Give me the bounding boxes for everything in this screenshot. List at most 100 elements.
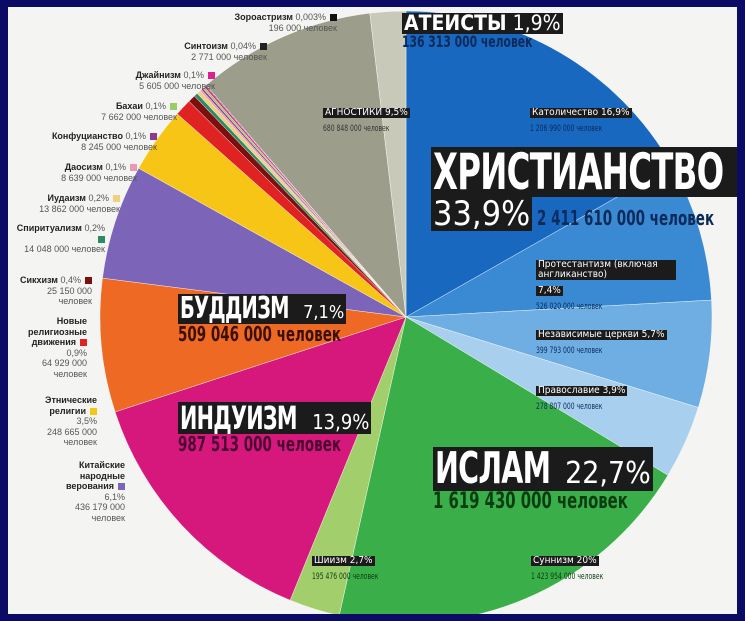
legend-bahai: Бахаи 0,1% 7 662 000 человек — [101, 101, 177, 122]
legend-name: Бахаи — [115, 101, 143, 111]
legend-name: Этнические религии — [45, 395, 97, 416]
legend-swatch — [170, 103, 177, 111]
legend-pct: 3,5% — [76, 416, 97, 426]
pie-chart — [99, 10, 713, 614]
sunnism-people: 1 423 954 000 человек — [531, 572, 604, 582]
infographic-frame: Зороастризм 0,003% 196 000 человек Синтои… — [8, 7, 737, 614]
buddhism-people: 509 046 000 человек — [178, 322, 342, 346]
agnostics-people: 680 848 000 человек — [323, 124, 390, 134]
legend-pct: 0,1% — [183, 70, 204, 80]
legend-swatch — [113, 195, 120, 203]
label-shiism: Шиизм 2,7% 195 476 000 человек — [312, 550, 401, 582]
orthodoxy-pct: 3,9% — [602, 385, 626, 396]
buddhism-pct: 7,1% — [303, 302, 345, 323]
pie-slice-индуизм — [114, 316, 407, 601]
legend-daoism: Даосизм 0,1% 8 639 000 человек — [61, 162, 137, 183]
legend-people: 8 639 000 человек — [61, 172, 137, 183]
atheists-people: 136 313 000 человек — [402, 32, 533, 51]
label-independent-churches: Независимые церкви 5,7% 399 793 000 челов… — [536, 324, 667, 356]
label-agnostics: АГНОСТИКИ 9,5% 680 848 000 человек — [323, 102, 412, 134]
legend-people: 5 605 000 человек — [139, 80, 215, 91]
legend-new-religious: Новые религиозные движения 0,9% 64 929 000… — [12, 316, 87, 379]
legend-pct: 0,1% — [125, 131, 146, 141]
catholicism-people: 1 206 990 000 человек — [530, 124, 603, 134]
legend-name: Джайнизм — [135, 70, 181, 80]
legend-pct: 0,003% — [295, 12, 326, 22]
legend-people: 7 662 000 человек — [101, 111, 177, 122]
legend-swatch — [85, 277, 92, 285]
label-buddhism: БУДДИЗМ 7,1% 509 046 000 человек — [178, 294, 395, 344]
legend-swatch — [130, 164, 137, 172]
sunnism-pct: 20% — [576, 555, 597, 566]
buddhism-name: БУДДИЗМ — [180, 291, 290, 326]
legend-people: 436 179 000 человек — [74, 502, 125, 523]
legend-swatch — [150, 133, 157, 141]
sunnism-name: Суннизм — [533, 555, 574, 566]
legend-people: 196 000 человек — [268, 22, 337, 33]
atheists-pct: 1,9% — [512, 11, 561, 35]
christianity-name: ХРИСТИАНСТВО — [433, 143, 724, 201]
legend-pct: 0,2% — [84, 223, 105, 233]
legend-pct: 0,04% — [230, 41, 256, 51]
legend-ethnic: Этнические религии 3,5% 248 665 000 челове… — [12, 395, 97, 448]
label-catholicism: Католичество 16,9% 1 206 990 000 человек — [530, 102, 632, 134]
label-protestantism: Протестантизм (включая англиканство) 7,4… — [536, 260, 676, 312]
label-atheists: АТЕИСТЫ 1,9% 136 313 000 человек — [402, 13, 576, 50]
legend-people: 25 150 000 человек — [46, 285, 92, 307]
hinduism-people: 987 513 000 человек — [178, 432, 342, 456]
legend-people: 14 048 000 человек — [24, 244, 105, 254]
legend-name: Китайские народные верования — [65, 460, 125, 491]
pie-slice-атеисты — [369, 10, 407, 318]
independent-pct: 5,7% — [641, 329, 665, 340]
christianity-people: 2 411 610 000 человек — [536, 206, 714, 230]
legend-judaism: Иудаизм 0,2% 13 862 000 человек — [39, 193, 120, 214]
protestantism-people: 526 020 000 человек — [536, 302, 603, 312]
legend-people: 248 665 000 человек — [46, 426, 97, 448]
catholicism-pct: 16,9% — [600, 107, 630, 118]
legend-name: Спиритуализм — [16, 223, 82, 233]
protestantism-name: Протестантизм (включая англиканство) — [536, 260, 676, 280]
legend-name: Конфуцианство — [51, 131, 123, 141]
pie-slice-агностики — [206, 12, 407, 318]
orthodoxy-name: Православие — [538, 385, 600, 396]
islam-name: ИСЛАМ — [435, 443, 551, 494]
hinduism-pct: 13,9% — [312, 410, 370, 434]
independent-name: Независимые церкви — [538, 329, 639, 340]
legend-pct: 0,9% — [66, 347, 87, 358]
legend-swatch — [118, 483, 125, 491]
legend-pct: 0,1% — [105, 162, 126, 172]
atheists-name: АТЕИСТЫ — [404, 11, 507, 35]
legend-swatch — [80, 339, 87, 347]
hinduism-name: ИНДУИЗМ — [180, 399, 298, 437]
legend-pct: 0,1% — [145, 101, 166, 111]
legend-name: Зороастризм — [234, 12, 293, 22]
legend-swatch — [98, 235, 105, 243]
protestantism-pct: 7,4% — [536, 285, 563, 296]
legend-jainism: Джайнизм 0,1% 5 605 000 человек — [136, 70, 215, 91]
catholicism-name: Католичество — [532, 107, 599, 118]
legend-pct: 0,2% — [88, 193, 109, 203]
islam-people: 1 619 430 000 человек — [433, 489, 628, 514]
legend-name: Сикхизм — [19, 275, 58, 285]
legend-swatch — [208, 72, 215, 80]
shiism-pct: 2,7% — [349, 555, 373, 566]
legend-people: 64 929 000 человек — [41, 358, 87, 379]
legend-pct: 6,1% — [104, 491, 125, 502]
islam-pct: 22,7% — [565, 456, 651, 491]
legend-pct: 0,4% — [60, 275, 81, 285]
independent-people: 399 793 000 человек — [536, 346, 603, 356]
legend-shinto: Синтоизм 0,04% 2 771 000 человек — [184, 41, 267, 62]
legend-swatch — [90, 407, 97, 415]
shiism-people: 195 476 000 человек — [312, 572, 379, 582]
label-orthodoxy: Православие 3,9% 278 807 000 человек — [536, 380, 628, 412]
orthodoxy-people: 278 807 000 человек — [536, 402, 603, 412]
legend-chinese-folk: Китайские народные верования 6,1% 436 179 … — [45, 460, 125, 523]
label-hinduism: ИНДУИЗМ 13,9% 987 513 000 человек — [178, 402, 395, 454]
label-christianity: ХРИСТИАНСТВО 33,9% 2 411 610 000 человек — [431, 147, 737, 231]
legend-zoroastrianism: Зороастризм 0,003% 196 000 человек — [234, 12, 337, 33]
legend-sikhism: Сикхизм 0,4% 25 150 000 человек — [12, 275, 92, 307]
legend-people: 13 862 000 человек — [39, 203, 120, 214]
legend-name: Новые религиозные движения — [27, 316, 87, 347]
agnostics-pct: 9,5% — [384, 107, 408, 118]
legend-name: Синтоизм — [184, 41, 228, 51]
